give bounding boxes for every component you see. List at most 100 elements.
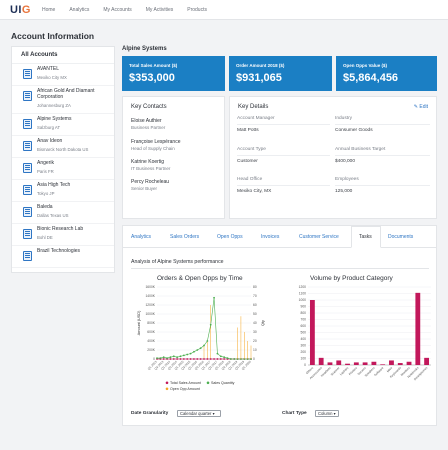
tab-sales-orders[interactable]: Sales Orders <box>170 234 200 240</box>
edit-button[interactable]: ✎ Edit <box>414 104 428 110</box>
series-point <box>233 358 236 360</box>
bar <box>318 357 324 365</box>
building-icon <box>23 141 32 151</box>
x-tick-label: Q3 2016 <box>194 360 205 371</box>
account-name: Alpine Systems <box>37 116 72 122</box>
series-point <box>199 347 202 350</box>
detail-label: Account Manager <box>237 116 275 121</box>
x-tick-label: Servers <box>357 366 367 376</box>
volume-category-chart: 0 100 200 300 400 500 600 700 800 900 1000 1100 1200… <box>299 285 431 381</box>
tab-customer-service[interactable]: Customer Service <box>299 234 339 240</box>
account-list-item[interactable]: Asia High Tech Tokyo JP <box>12 180 114 202</box>
tab-invoices[interactable]: Invoices <box>261 234 280 240</box>
x-tick-label: Q3 2014 <box>167 360 178 371</box>
date-granularity-select[interactable]: Calendar quarter ▾ <box>177 410 221 417</box>
analysis-card: Analytics Sales Orders Open Opps Invoice… <box>122 225 437 426</box>
series-point <box>216 358 219 360</box>
series-point <box>156 357 158 359</box>
edit-label: Edit <box>419 104 428 110</box>
x-tick-label: Laptops <box>339 366 350 377</box>
account-list-item[interactable]: AVANTEL Mexiko City MX <box>12 64 114 86</box>
series-point <box>216 352 219 355</box>
y-tick-label: 200 <box>300 350 306 354</box>
account-name: Baleda <box>37 204 53 210</box>
series-point <box>169 358 172 360</box>
contact-name[interactable]: Katrine Koertig <box>131 159 165 165</box>
bar <box>353 362 359 365</box>
series-point <box>193 350 195 353</box>
x-tick-label: Q3 2013 <box>153 360 164 371</box>
main-nav: Home Analytics My Accounts My Activities… <box>42 7 221 13</box>
nav-my-accounts[interactable]: My Accounts <box>103 7 132 13</box>
tab-tasks[interactable]: Tasks <box>359 234 372 240</box>
tab-analytics[interactable]: Analytics <box>131 234 152 240</box>
sidebar-header: All Accounts <box>12 47 114 64</box>
contact-name[interactable]: Françoise Lespérance <box>131 139 181 145</box>
chart-title-volume: Volume by Product Category <box>310 275 393 282</box>
key-contacts-title: Key Contacts <box>131 104 167 110</box>
account-list-item[interactable]: Brazil Technologies <box>12 246 114 268</box>
account-list-item[interactable]: Baleda Dallas Texas US <box>12 202 114 224</box>
account-list-item[interactable]: Anav Ideon Bismarck North Dakota US <box>12 136 114 158</box>
account-name: AVANTEL <box>37 66 60 72</box>
series-point <box>189 352 192 355</box>
nav-home[interactable]: Home <box>42 7 56 13</box>
legend-label: Total Sales Amount <box>170 381 201 385</box>
building-icon <box>23 229 32 239</box>
contact-name[interactable]: Percy Rocheleau <box>131 179 170 185</box>
app-logo[interactable]: UIG <box>10 4 31 16</box>
series-point <box>209 358 212 360</box>
series-point <box>223 358 226 360</box>
series-point <box>226 357 229 359</box>
nav-my-activities[interactable]: My Activities <box>145 7 174 13</box>
nav-analytics[interactable]: Analytics <box>69 7 90 13</box>
y-tick-label: 1000 <box>299 298 307 302</box>
bar <box>397 363 403 365</box>
y-tick-label: 0 <box>153 357 155 361</box>
series-point <box>206 358 209 360</box>
y2-tick-label: 30 <box>253 330 257 334</box>
contact-title: Business Partner <box>131 125 166 130</box>
x-tick-label: Q1 2017 <box>200 360 211 371</box>
series-point <box>176 358 179 360</box>
series-point <box>179 358 182 360</box>
account-name: Asia High Tech <box>37 182 71 188</box>
bar <box>345 363 350 365</box>
account-list-item[interactable]: Angerik Paris FR <box>12 158 114 180</box>
building-icon <box>23 119 32 129</box>
chevron-down-icon: ▾ <box>212 411 215 416</box>
detail-value: $400,000 <box>335 159 356 164</box>
active-tab-indicator <box>351 226 381 248</box>
y-tick-label: 400 <box>300 337 306 341</box>
account-name: Bionic Research Lab <box>37 226 84 232</box>
tab-bar: Analytics Sales Orders Open Opps Invoice… <box>123 226 436 248</box>
detail-value: Consumer Goods <box>335 128 373 133</box>
contact-name[interactable]: Eloise Authier <box>131 118 162 124</box>
x-tick-label: Q1 2016 <box>187 360 198 371</box>
divider <box>237 124 330 125</box>
y2-tick-label: 10 <box>253 348 257 352</box>
divider <box>237 185 330 186</box>
key-details-title: Key Details <box>238 104 269 110</box>
account-list-item[interactable]: African Gold And Diamant Corporation Joha… <box>12 86 114 114</box>
account-list-item[interactable]: Alpine Systems Salzburg AT <box>12 114 114 136</box>
x-tick-label: Printers <box>348 366 358 376</box>
kpi-open-opps: Open Opps Value ($) $5,864,456 <box>336 56 437 91</box>
series-point <box>172 355 175 358</box>
y-tick-label: 400K <box>147 339 156 343</box>
series-point <box>176 356 179 359</box>
tab-open-opps[interactable]: Open Opps <box>217 234 243 240</box>
legend-label: Sales Quantity <box>211 381 235 385</box>
account-title: Alpine Systems <box>122 46 167 52</box>
series-point <box>166 357 168 359</box>
account-list-item[interactable]: Bionic Research Lab Bohl DE <box>12 224 114 246</box>
tab-documents[interactable]: Documents <box>388 234 414 240</box>
chart-type-select[interactable]: Column ▾ <box>315 410 339 417</box>
y-tick-label: 1400K <box>145 294 155 298</box>
kpi-value: $931,065 <box>236 72 282 84</box>
account-location: Tokyo JP <box>37 191 55 196</box>
nav-products[interactable]: Products <box>187 7 207 13</box>
detail-label: Account Type <box>237 147 266 152</box>
account-name: Anav Ideon <box>37 138 63 144</box>
x-tick-label: Q1 2015 <box>174 360 185 371</box>
